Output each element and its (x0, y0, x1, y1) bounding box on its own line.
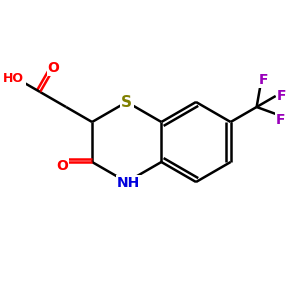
Text: O: O (56, 159, 68, 173)
Text: HO: HO (3, 71, 24, 85)
Text: NH: NH (117, 176, 140, 190)
Text: F: F (275, 112, 285, 127)
Text: O: O (48, 61, 60, 75)
Text: F: F (259, 73, 268, 87)
Text: S: S (121, 94, 132, 110)
Text: F: F (277, 89, 286, 103)
